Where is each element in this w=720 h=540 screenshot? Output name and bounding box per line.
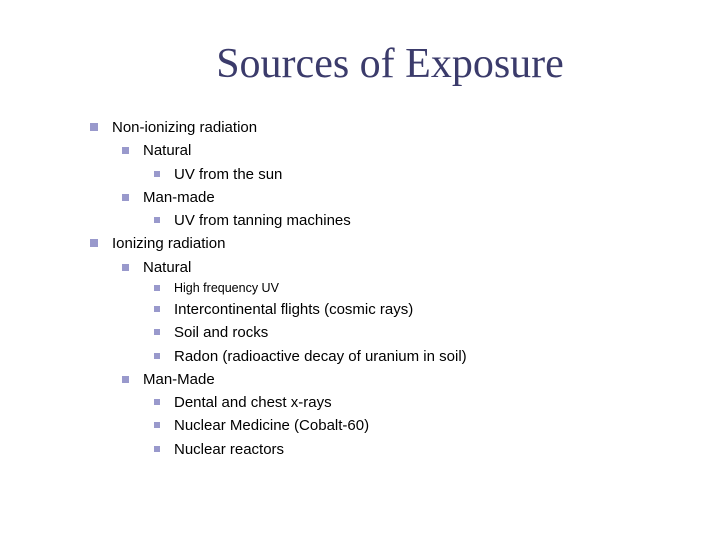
list-item: Ionizing radiation bbox=[90, 232, 720, 255]
list-item-label: Natural bbox=[143, 256, 191, 279]
list-item: Dental and chest x-rays bbox=[154, 391, 720, 414]
list-item: Natural bbox=[122, 139, 720, 162]
list-item: Intercontinental flights (cosmic rays) bbox=[154, 298, 720, 321]
slide: Sources of Exposure Non-ionizing radiati… bbox=[0, 0, 720, 540]
bullet-icon bbox=[154, 399, 160, 405]
list-item-label: Radon (radioactive decay of uranium in s… bbox=[174, 345, 467, 368]
list-item-label: Man-made bbox=[143, 186, 215, 209]
list-item: Man-Made bbox=[122, 368, 720, 391]
list-item: Nuclear Medicine (Cobalt-60) bbox=[154, 414, 720, 437]
list-item-label: Dental and chest x-rays bbox=[174, 391, 332, 414]
list-item: Nuclear reactors bbox=[154, 438, 720, 461]
list-item-label: Intercontinental flights (cosmic rays) bbox=[174, 298, 413, 321]
list-item-label: Nuclear reactors bbox=[174, 438, 284, 461]
bullet-icon bbox=[154, 446, 160, 452]
list-item-label: Man-Made bbox=[143, 368, 215, 391]
list-item: High frequency UV bbox=[154, 279, 720, 298]
bullet-icon bbox=[154, 285, 160, 291]
bullet-icon bbox=[90, 239, 98, 247]
list-item: UV from tanning machines bbox=[154, 209, 720, 232]
list-item-label: High frequency UV bbox=[174, 279, 279, 298]
bullet-icon bbox=[90, 123, 98, 131]
bullet-icon bbox=[154, 171, 160, 177]
slide-title: Sources of Exposure bbox=[60, 40, 720, 88]
bullet-icon bbox=[154, 422, 160, 428]
list-item: Soil and rocks bbox=[154, 321, 720, 344]
list-item-label: Soil and rocks bbox=[174, 321, 268, 344]
list-item: Radon (radioactive decay of uranium in s… bbox=[154, 345, 720, 368]
bullet-icon bbox=[122, 147, 129, 154]
bullet-icon bbox=[154, 329, 160, 335]
list-item: Man-made bbox=[122, 186, 720, 209]
bullet-icon bbox=[154, 353, 160, 359]
bullet-icon bbox=[122, 376, 129, 383]
list-item: Non-ionizing radiation bbox=[90, 116, 720, 139]
bullet-icon bbox=[122, 264, 129, 271]
list-item-label: UV from the sun bbox=[174, 163, 282, 186]
bullet-icon bbox=[154, 306, 160, 312]
list-item-label: Natural bbox=[143, 139, 191, 162]
list-item-label: Non-ionizing radiation bbox=[112, 116, 257, 139]
list-item: UV from the sun bbox=[154, 163, 720, 186]
list-item-label: UV from tanning machines bbox=[174, 209, 351, 232]
list-item: Natural bbox=[122, 256, 720, 279]
slide-content: Non-ionizing radiation Natural UV from t… bbox=[90, 116, 720, 461]
list-item-label: Ionizing radiation bbox=[112, 232, 225, 255]
bullet-icon bbox=[154, 217, 160, 223]
bullet-icon bbox=[122, 194, 129, 201]
list-item-label: Nuclear Medicine (Cobalt-60) bbox=[174, 414, 369, 437]
